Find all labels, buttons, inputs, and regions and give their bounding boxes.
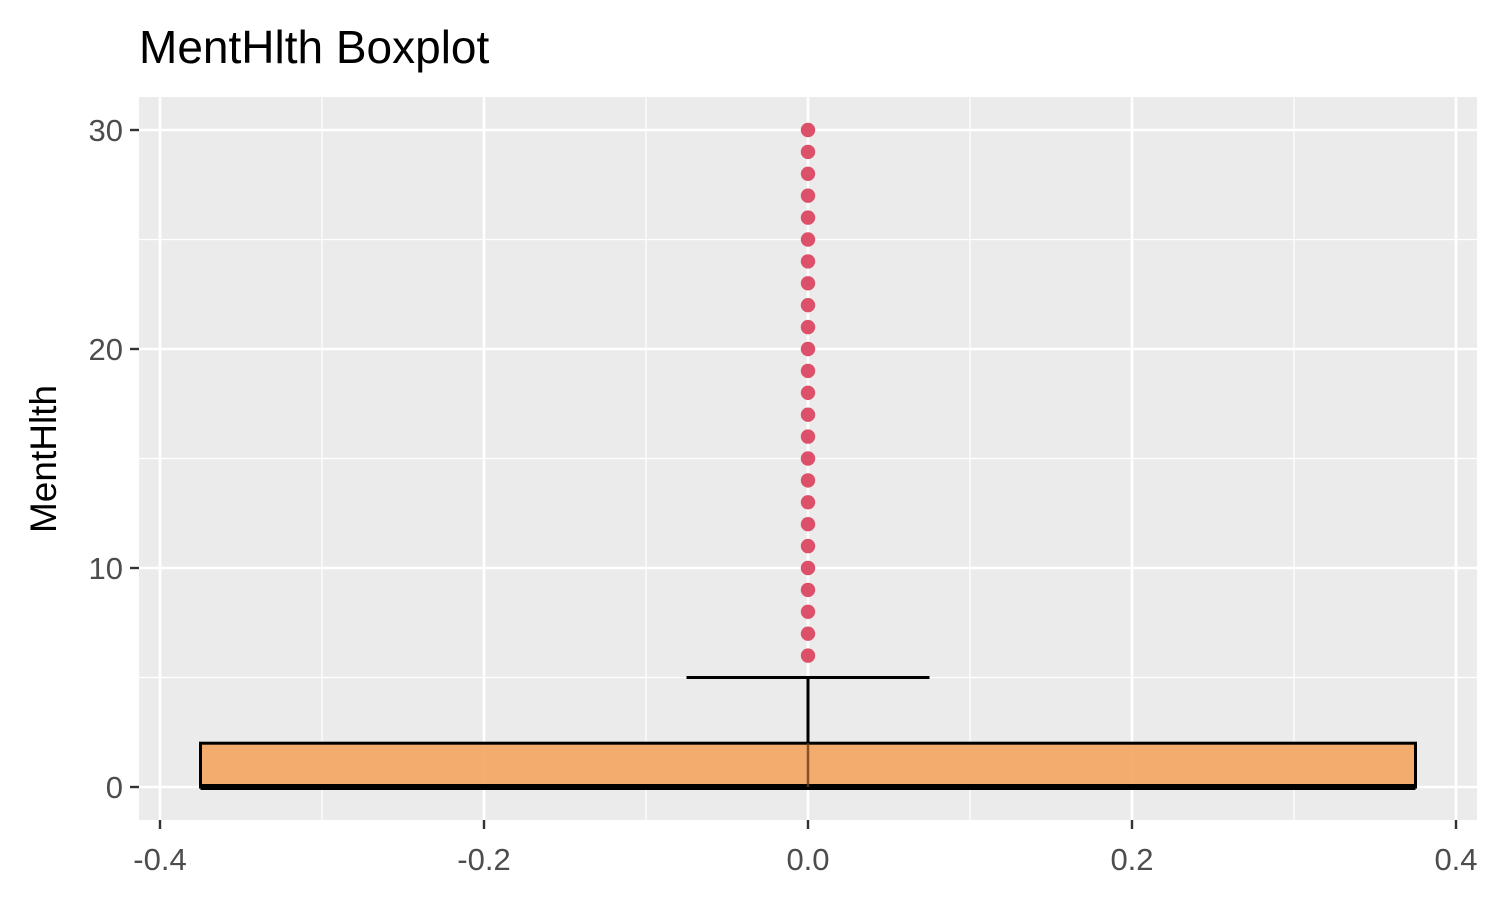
y-tick-label: 0: [106, 770, 123, 805]
x-tick-label: -0.2: [457, 842, 510, 877]
box-element: [199, 676, 1417, 790]
outlier-point: [800, 429, 816, 444]
y-tick-label: 30: [89, 113, 123, 148]
outlier-point: [800, 385, 816, 400]
chart-title: MentHlth Boxplot: [139, 21, 489, 73]
outlier-point: [800, 407, 816, 422]
outlier-points: [800, 122, 816, 663]
outlier-point: [800, 582, 816, 598]
outlier-point: [800, 298, 816, 313]
outlier-point: [800, 210, 816, 225]
outlier-point: [800, 276, 816, 291]
y-axis: 0 10 20 30: [89, 113, 139, 805]
y-tick-label: 10: [89, 551, 123, 586]
outlier-point: [800, 122, 816, 138]
outlier-point: [800, 254, 816, 269]
x-tick-label: 0.4: [1434, 842, 1477, 877]
outlier-point: [800, 232, 816, 247]
outlier-point: [800, 363, 816, 379]
x-axis: -0.4 -0.2 0.0 0.2 0.4: [133, 820, 1478, 877]
outlier-point: [800, 517, 816, 532]
outlier-point: [800, 626, 816, 641]
outlier-point: [800, 144, 816, 160]
outlier-point: [800, 560, 816, 576]
outlier-point: [800, 495, 816, 510]
outlier-point: [800, 604, 816, 619]
x-tick-label: 0.0: [786, 842, 829, 877]
outlier-point: [800, 648, 816, 663]
x-tick-label: 0.2: [1110, 842, 1153, 877]
y-axis-title: MentHlth: [23, 385, 64, 533]
outlier-point: [800, 319, 816, 335]
outlier-point: [800, 341, 816, 357]
y-tick-label: 20: [89, 332, 123, 367]
x-tick-label: -0.4: [133, 842, 186, 877]
outlier-point: [800, 538, 816, 554]
outlier-point: [800, 451, 816, 466]
outlier-point: [800, 473, 816, 488]
outlier-point: [800, 166, 816, 181]
outlier-point: [800, 188, 816, 203]
